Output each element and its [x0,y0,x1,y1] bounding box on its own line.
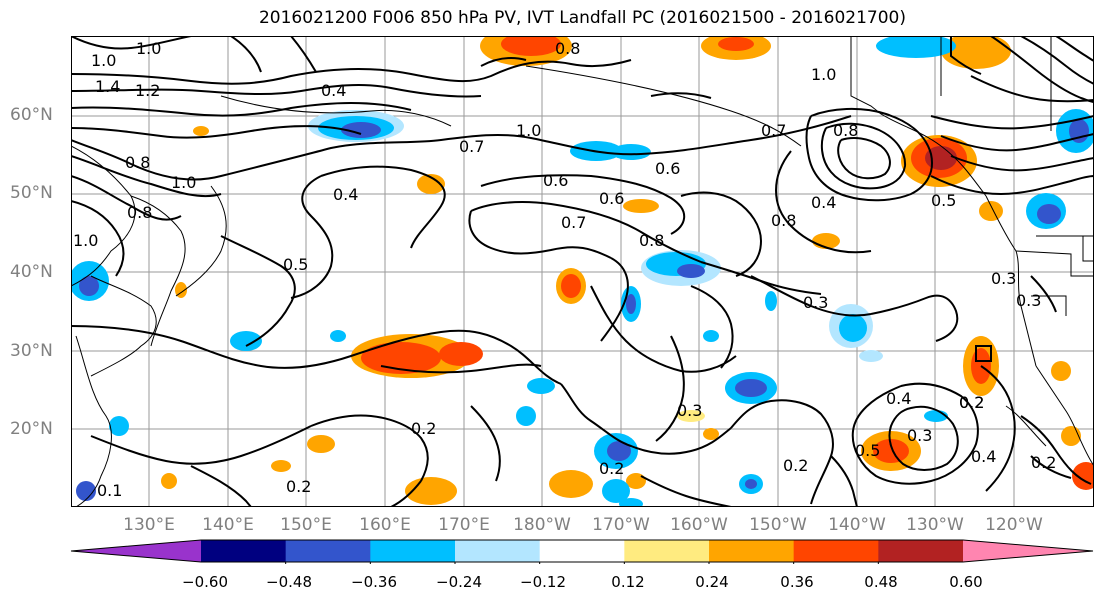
lat-label: 60°N [10,105,53,125]
lon-label: 150°E [280,515,332,535]
lon-label: 160°E [359,515,411,535]
contour-label: 0.7 [459,137,484,156]
contour-label: 0.6 [543,171,568,190]
map-plot: 1.0 1.4 1.2 0.8 0.8 1.0 1.0 0.4 0.7 0.6 … [71,36,1094,507]
contour-label: 0.5 [931,191,956,210]
colorbar-ticks [285,562,879,564]
contour-label: 0.1 [97,481,122,500]
colorbar-segment [624,540,710,562]
colorbar-tick-label: 0.48 [864,573,898,591]
colorbar-arrow-right [963,540,1093,562]
contour-label: 1.2 [135,81,160,100]
contour-label: 0.2 [286,477,311,496]
contour-label: 1.0 [73,231,98,250]
contour-label: 0.4 [971,447,996,466]
lon-label: 140°E [202,515,254,535]
contour-label: 0.3 [991,269,1016,288]
lon-label: 130°W [906,515,964,535]
colorbar-segments [70,539,1094,563]
lat-label: 20°N [10,419,53,439]
lon-label: 170°E [438,515,490,535]
contour-label: 0.5 [283,255,308,274]
contour-label: 1.0 [91,51,116,70]
contour-label: 1.0 [136,39,161,58]
colorbar-tick-label: −0.48 [266,573,312,591]
colorbar-arrow-left [71,540,201,562]
colorbar-tick-label: 0.60 [949,573,983,591]
colorbar-segment [878,540,964,562]
contour-label: 0.7 [561,213,586,232]
contour-label: 0.3 [907,426,932,445]
contour-label: 0.8 [639,231,664,250]
colorbar-segment [793,540,879,562]
colorbar-segment [709,540,795,562]
contour-label: 0.3 [1016,291,1041,310]
colorbar [70,539,1094,564]
contour-label: 0.6 [655,159,680,178]
contour-label: 0.2 [959,393,984,412]
contour-label: 1.0 [171,173,196,192]
colorbar-tick-label: 0.24 [695,573,729,591]
contour-label: 0.4 [811,193,836,212]
contour-label: 0.4 [321,81,346,100]
contour-label: 1.0 [516,121,541,140]
contour-label: 0.8 [833,121,858,140]
contour-label: 0.8 [771,211,796,230]
lon-label: 120°W [985,515,1043,535]
contour-label: 0.8 [555,39,580,58]
colorbar-tick-label: −0.60 [182,573,228,591]
lon-label: 160°W [670,515,728,535]
contour-label: 0.6 [599,189,624,208]
colorbar-segment [539,540,625,562]
colorbar-tick-label: −0.36 [351,573,397,591]
lon-label: 170°W [592,515,650,535]
contour-label: 1.0 [811,65,836,84]
shaded-field [71,36,1094,507]
colorbar-segment [370,540,456,562]
contour-labels: 1.0 1.4 1.2 0.8 0.8 1.0 1.0 0.4 0.7 0.6 … [73,39,1056,500]
colorbar-segment [455,540,541,562]
colorbar-segment [285,540,371,562]
colorbar-outline [70,539,1094,563]
contour-label: 0.4 [886,389,911,408]
lat-label: 30°N [10,341,53,361]
colorbar-segment [201,540,287,562]
colorbar-tick-label: −0.24 [436,573,482,591]
gridlines [71,36,1094,507]
colorbar-tick-label: −0.12 [520,573,566,591]
lon-label: 150°W [749,515,807,535]
lon-label: 140°W [828,515,886,535]
map-panel: 1.0 1.4 1.2 0.8 0.8 1.0 1.0 0.4 0.7 0.6 … [71,36,1094,507]
contour-label: 0.8 [125,153,150,172]
contour-label: 0.5 [855,441,880,460]
contour-label: 0.2 [1031,453,1056,472]
colorbar-tick-label: 0.36 [780,573,814,591]
negative-anomalies [71,36,1094,507]
contour-label: 0.2 [599,459,624,478]
lat-label: 50°N [10,183,53,203]
contour-label: 0.4 [333,185,358,204]
contour-label: 1.4 [95,77,120,96]
contour-label: 0.3 [803,293,828,312]
lon-label: 130°E [123,515,175,535]
pv-contours [71,36,1094,507]
contour-label: 0.3 [677,401,702,420]
colorbar-tick-label: 0.12 [611,573,645,591]
contour-label: 0.2 [783,456,808,475]
contour-label: 0.2 [959,393,984,412]
coastlines [71,36,1094,507]
contour-label: 0.2 [411,419,436,438]
contour-label: 0.8 [127,203,152,222]
chart-title: 2016021200 F006 850 hPa PV, IVT Landfall… [258,8,906,28]
lat-label: 40°N [10,262,53,282]
contour-label: 0.7 [761,121,786,140]
lon-label: 180°W [513,515,571,535]
